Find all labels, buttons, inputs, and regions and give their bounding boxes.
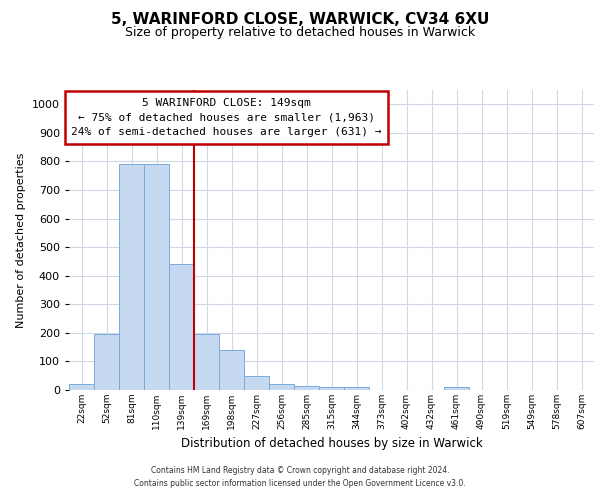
Text: 5, WARINFORD CLOSE, WARWICK, CV34 6XU: 5, WARINFORD CLOSE, WARWICK, CV34 6XU (111, 12, 489, 28)
Bar (69, 384, 94, 390)
Bar (344, 387, 369, 390)
X-axis label: Distribution of detached houses by size in Warwick: Distribution of detached houses by size … (181, 438, 482, 450)
Bar (119, 164, 144, 390)
Text: Contains HM Land Registry data © Crown copyright and database right 2024.
Contai: Contains HM Land Registry data © Crown c… (134, 466, 466, 487)
Text: 5 WARINFORD CLOSE: 149sqm
← 75% of detached houses are smaller (1,963)
24% of se: 5 WARINFORD CLOSE: 149sqm ← 75% of detac… (71, 98, 382, 137)
Bar (94, 334, 119, 390)
Bar (319, 387, 344, 390)
Bar (144, 164, 169, 390)
Y-axis label: Number of detached properties: Number of detached properties (16, 152, 26, 328)
Bar (169, 264, 194, 390)
Bar (194, 334, 219, 390)
Text: Size of property relative to detached houses in Warwick: Size of property relative to detached ho… (125, 26, 475, 39)
Bar (219, 350, 244, 390)
Bar (269, 384, 294, 390)
Bar (244, 376, 269, 390)
Bar (294, 386, 319, 390)
Bar (444, 387, 469, 390)
